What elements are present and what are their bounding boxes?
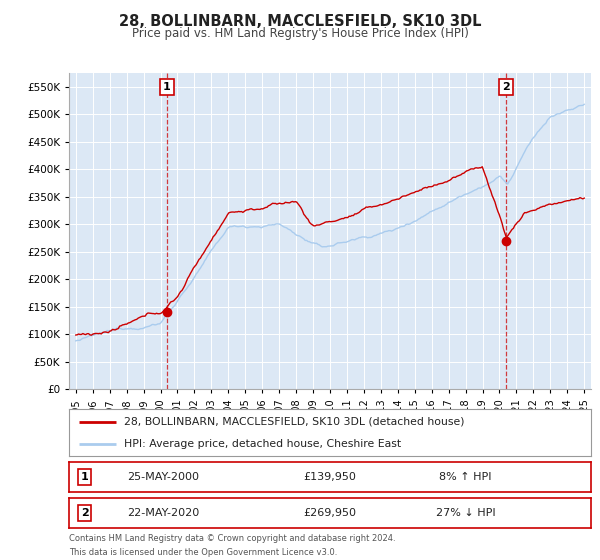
- Text: Price paid vs. HM Land Registry's House Price Index (HPI): Price paid vs. HM Land Registry's House …: [131, 27, 469, 40]
- Text: 28, BOLLINBARN, MACCLESFIELD, SK10 3DL: 28, BOLLINBARN, MACCLESFIELD, SK10 3DL: [119, 14, 481, 29]
- Text: 1: 1: [163, 82, 171, 92]
- Text: 27% ↓ HPI: 27% ↓ HPI: [436, 508, 496, 518]
- Text: £269,950: £269,950: [304, 508, 356, 518]
- Text: Contains HM Land Registry data © Crown copyright and database right 2024.: Contains HM Land Registry data © Crown c…: [69, 534, 395, 543]
- Text: 22-MAY-2020: 22-MAY-2020: [127, 508, 199, 518]
- Text: 25-MAY-2000: 25-MAY-2000: [127, 472, 199, 482]
- Text: 1: 1: [81, 472, 89, 482]
- Text: HPI: Average price, detached house, Cheshire East: HPI: Average price, detached house, Ches…: [124, 438, 401, 449]
- Text: This data is licensed under the Open Government Licence v3.0.: This data is licensed under the Open Gov…: [69, 548, 337, 557]
- Text: £139,950: £139,950: [304, 472, 356, 482]
- Text: 28, BOLLINBARN, MACCLESFIELD, SK10 3DL (detached house): 28, BOLLINBARN, MACCLESFIELD, SK10 3DL (…: [124, 417, 464, 427]
- Text: 2: 2: [81, 508, 89, 518]
- Text: 2: 2: [502, 82, 510, 92]
- Text: 8% ↑ HPI: 8% ↑ HPI: [439, 472, 492, 482]
